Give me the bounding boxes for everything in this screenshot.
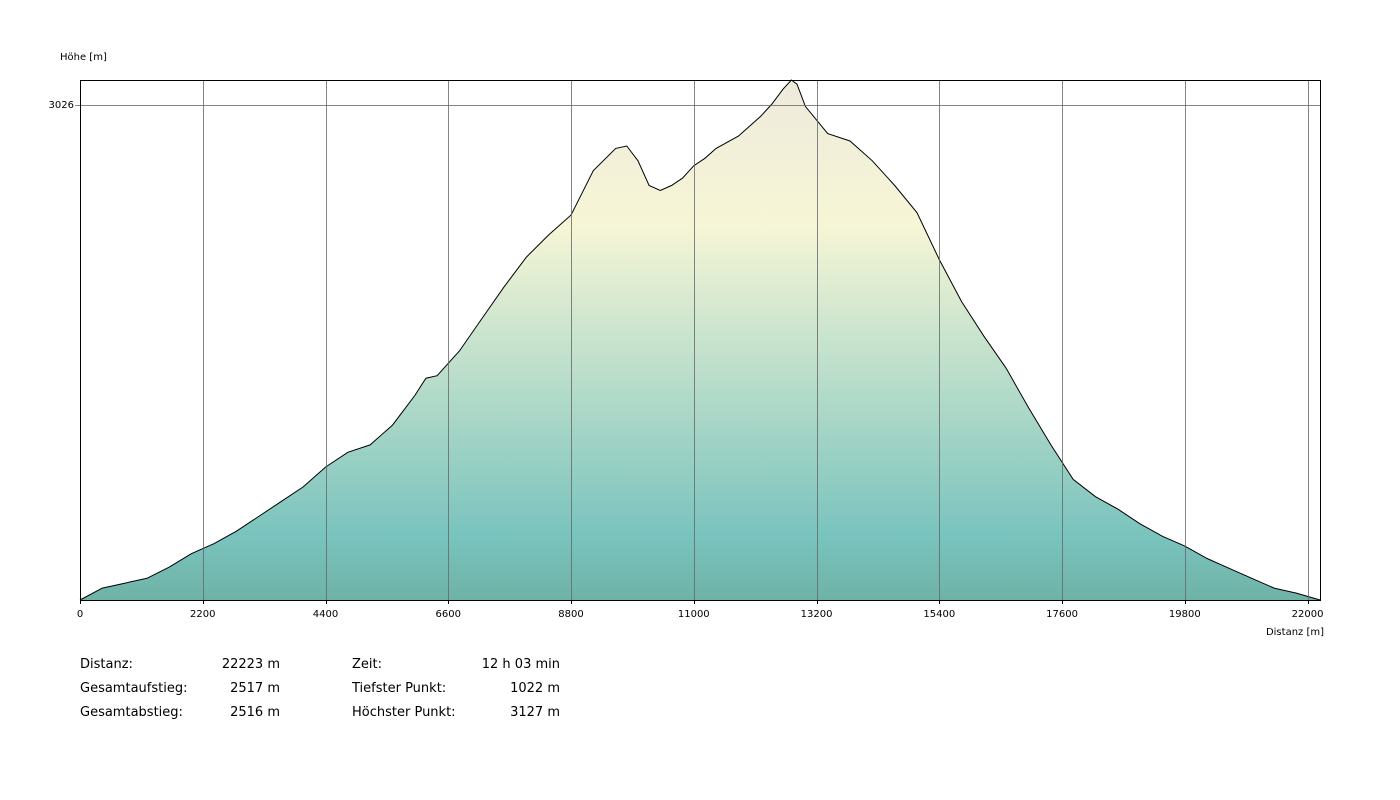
x-tick-label: 2200 [190, 609, 215, 620]
x-tick-label: 6600 [436, 609, 461, 620]
y-axis-label: Höhe [m] [60, 52, 107, 63]
x-tick-label: 17600 [1046, 609, 1078, 620]
stat-descent-value: 2516 m [230, 705, 280, 720]
plot-frame [80, 80, 1321, 601]
summary-stats: Distanz: 22223 m Gesamtaufstieg: 2517 m … [80, 657, 600, 737]
stat-ascent-value: 2517 m [230, 681, 280, 696]
x-tick-label: 4400 [313, 609, 338, 620]
stat-highest-value: 3127 m [510, 705, 560, 720]
stat-ascent-label: Gesamtaufstieg: [80, 681, 188, 696]
x-tick-label: 13200 [801, 609, 833, 620]
y-tick-label: 3026 [49, 100, 74, 111]
stat-time-label: Zeit: [352, 657, 382, 672]
stat-time-value: 12 h 03 min [481, 657, 560, 672]
x-tick-label: 0 [77, 609, 83, 620]
x-tick-label: 15400 [923, 609, 955, 620]
x-tick-label: 22000 [1292, 609, 1324, 620]
stat-highest-label: Höchster Punkt: [352, 705, 456, 720]
x-axis-label: Distanz [m] [1266, 627, 1324, 638]
stat-distance-label: Distanz: [80, 657, 133, 672]
elevation-area [80, 80, 1320, 600]
stat-descent-label: Gesamtabstieg: [80, 705, 183, 720]
elevation-line [79, 79, 1321, 601]
stat-lowest-label: Tiefster Punkt: [352, 681, 447, 696]
x-tick-label: 11000 [678, 609, 710, 620]
x-tick-label: 19800 [1169, 609, 1201, 620]
stat-lowest-value: 1022 m [510, 681, 560, 696]
stat-distance-value: 22223 m [221, 657, 280, 672]
x-tick-label: 8800 [558, 609, 583, 620]
